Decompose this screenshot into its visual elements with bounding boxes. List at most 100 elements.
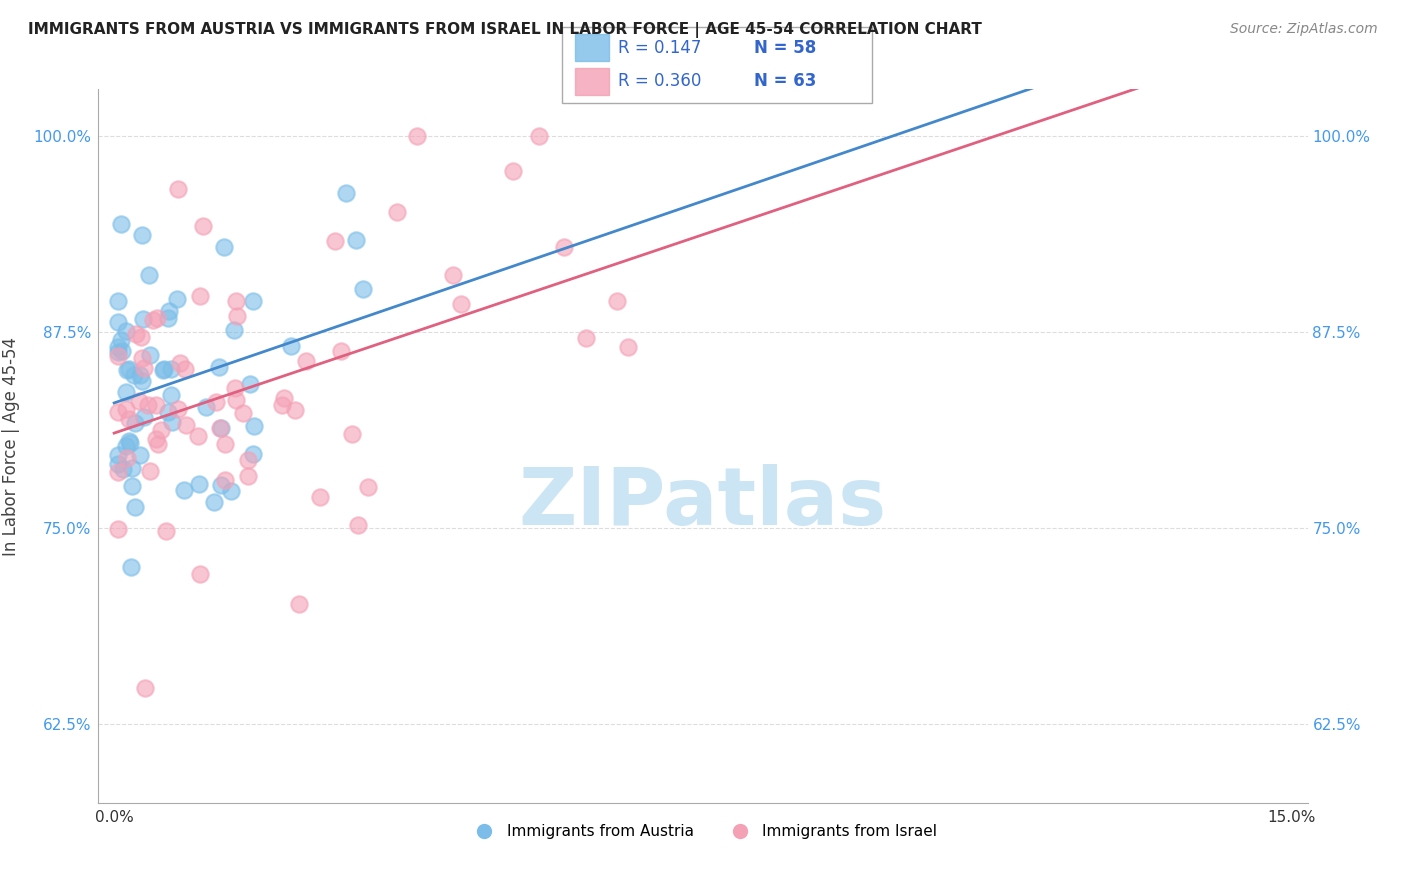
Point	[225, 294, 247, 309]
Y-axis label: In Labor Force | Age 45-54: In Labor Force | Age 45-54	[1, 336, 20, 556]
Point	[129, 368, 152, 383]
Point	[118, 362, 141, 376]
Point	[107, 522, 129, 536]
Point	[195, 400, 218, 414]
Point	[107, 349, 129, 363]
Point	[162, 415, 184, 429]
Point	[118, 434, 141, 448]
Legend: Immigrants from Austria, Immigrants from Israel: Immigrants from Austria, Immigrants from…	[463, 818, 943, 845]
Point	[167, 402, 190, 417]
Point	[239, 376, 262, 391]
Point	[387, 205, 409, 219]
Point	[131, 228, 153, 243]
Point	[107, 405, 129, 419]
Point	[107, 448, 129, 462]
Point	[152, 363, 174, 377]
Point	[124, 416, 146, 430]
Point	[155, 524, 177, 539]
Point	[173, 483, 195, 498]
Point	[110, 333, 132, 347]
Point	[110, 217, 132, 231]
Point	[120, 560, 142, 574]
Text: IMMIGRANTS FROM AUSTRIA VS IMMIGRANTS FROM ISRAEL IN LABOR FORCE | AGE 45-54 COR: IMMIGRANTS FROM AUSTRIA VS IMMIGRANTS FR…	[28, 22, 981, 38]
Point	[131, 351, 153, 366]
Point	[450, 297, 472, 311]
Point	[214, 473, 236, 487]
Point	[187, 429, 209, 443]
Point	[527, 129, 550, 144]
Point	[146, 437, 169, 451]
Point	[139, 464, 162, 478]
Text: Source: ZipAtlas.com: Source: ZipAtlas.com	[1230, 22, 1378, 37]
Point	[107, 294, 129, 309]
Bar	[575, 34, 609, 61]
Point	[352, 282, 374, 296]
Point	[138, 349, 160, 363]
Point	[107, 315, 129, 329]
Point	[150, 423, 173, 437]
Bar	[575, 69, 609, 95]
Text: N = 63: N = 63	[754, 72, 817, 90]
Point	[118, 436, 141, 450]
Point	[270, 398, 292, 412]
Point	[214, 436, 236, 450]
Point	[273, 391, 295, 405]
Point	[295, 354, 318, 368]
Point	[160, 362, 183, 376]
Point	[441, 268, 464, 283]
Point	[575, 330, 598, 344]
Point	[107, 465, 129, 479]
Point	[152, 362, 174, 376]
Point	[553, 240, 575, 254]
Point	[226, 309, 249, 323]
Point	[134, 409, 156, 424]
Point	[128, 448, 150, 462]
Point	[288, 597, 311, 611]
Point	[117, 450, 139, 465]
Point	[111, 344, 134, 359]
Point	[606, 293, 628, 308]
Point	[145, 398, 167, 412]
Point	[344, 233, 367, 247]
Point	[112, 462, 135, 476]
Point	[174, 418, 197, 433]
Text: R = 0.147: R = 0.147	[619, 39, 702, 57]
Point	[156, 405, 179, 419]
Point	[166, 293, 188, 307]
Point	[335, 186, 357, 201]
Point	[124, 500, 146, 514]
Text: ZIPatlas: ZIPatlas	[519, 464, 887, 542]
Point	[238, 468, 260, 483]
Point	[136, 398, 159, 412]
Point	[242, 294, 264, 309]
Point	[142, 313, 165, 327]
Point	[224, 322, 246, 336]
Point	[134, 360, 156, 375]
Point	[107, 344, 129, 359]
Point	[346, 518, 368, 533]
Point	[242, 418, 264, 433]
Point	[284, 402, 307, 417]
Point	[205, 394, 228, 409]
Point	[280, 339, 302, 353]
Point	[131, 374, 153, 388]
Point	[232, 406, 254, 420]
Point	[160, 388, 183, 402]
Point	[188, 567, 211, 582]
Point	[357, 480, 380, 494]
Point	[188, 289, 211, 303]
Point	[224, 381, 246, 395]
Point	[107, 457, 129, 471]
Point	[340, 426, 363, 441]
Point	[173, 362, 195, 376]
Point	[134, 681, 156, 695]
Point	[129, 330, 152, 344]
Point	[242, 447, 264, 461]
Point	[128, 394, 150, 409]
Point	[167, 182, 190, 196]
Point	[330, 344, 353, 359]
Point	[212, 240, 235, 254]
Point	[323, 234, 346, 248]
Point	[118, 411, 141, 425]
Point	[309, 490, 332, 504]
